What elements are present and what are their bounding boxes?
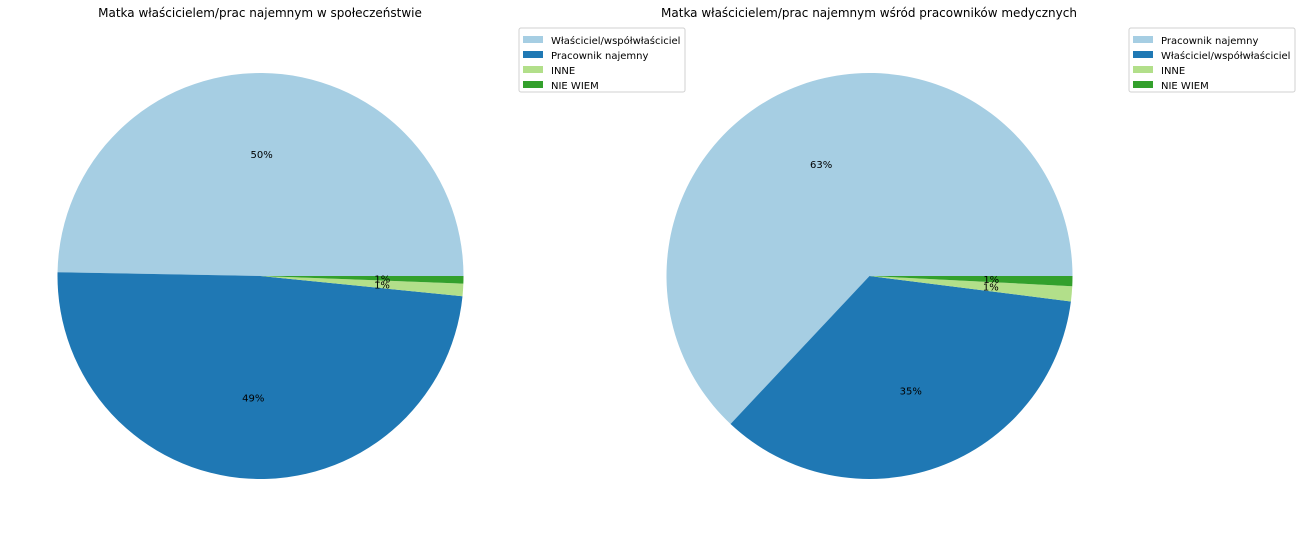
pie-percent-label: 1% — [983, 275, 999, 286]
pie-slice — [57, 272, 463, 479]
pie-slice — [57, 72, 464, 276]
pie-chart-medical: Matka właścicielem/prac najemnym wśród p… — [661, 6, 1296, 479]
pie-labels: 50% 49% 1%1% — [242, 150, 390, 404]
chart-title: Matka właścicielem/prac najemnym wśród p… — [661, 6, 1077, 20]
legend-swatch — [523, 81, 543, 88]
legend-swatch — [523, 66, 543, 73]
pie-percent-label: 1% — [374, 280, 390, 291]
legend-frame — [518, 27, 686, 93]
pie-slice — [869, 276, 1073, 287]
pie-percent-label: 1% — [983, 283, 999, 294]
pie-slices — [57, 72, 464, 479]
legend-swatch — [1133, 81, 1153, 88]
legend-label: INNE — [1161, 66, 1185, 77]
legend-label: Pracownik najemny — [551, 51, 648, 62]
pie-percent-label: 49% — [242, 394, 264, 405]
legend-swatch — [523, 51, 543, 58]
legend-label: NIE WIEM — [1161, 81, 1209, 92]
legend-label: INNE — [551, 66, 575, 77]
pie-percent-label: 63% — [810, 160, 832, 171]
legend-label: Pracownik najemny — [1161, 36, 1258, 47]
legend-swatch — [1133, 36, 1153, 43]
legend-label: Właściciel/współwłaściciel — [551, 35, 680, 47]
chart-title: Matka właścicielem/prac najemnym w społe… — [98, 6, 422, 20]
pie-percent-label: 1% — [374, 274, 390, 285]
pie-slice — [260, 276, 464, 297]
pie-slice — [869, 276, 1073, 302]
legend-frame — [1128, 27, 1296, 93]
legend-label: Właściciel/współwłaściciel — [1161, 50, 1290, 62]
legend-swatch — [523, 36, 543, 43]
pie-percent-label: 50% — [251, 150, 273, 161]
legend-swatch — [1133, 66, 1153, 73]
pie-slice — [260, 276, 464, 284]
pie-percent-label: 35% — [900, 387, 922, 398]
legend-swatch — [1133, 51, 1153, 58]
legend: Właściciel/współwłaściciel Pracownik naje… — [518, 27, 686, 93]
pie-slice — [730, 276, 1071, 479]
legend-label: NIE WIEM — [551, 81, 599, 92]
pie-slice — [666, 72, 1073, 424]
pie-chart-society: Matka właścicielem/prac najemnym w społe… — [57, 6, 686, 479]
pie-labels: 63% 35% 1%1% — [810, 160, 999, 397]
pie-slices — [666, 72, 1073, 479]
legend: Pracownik najemny Właściciel/współwłaścic… — [1128, 27, 1296, 93]
